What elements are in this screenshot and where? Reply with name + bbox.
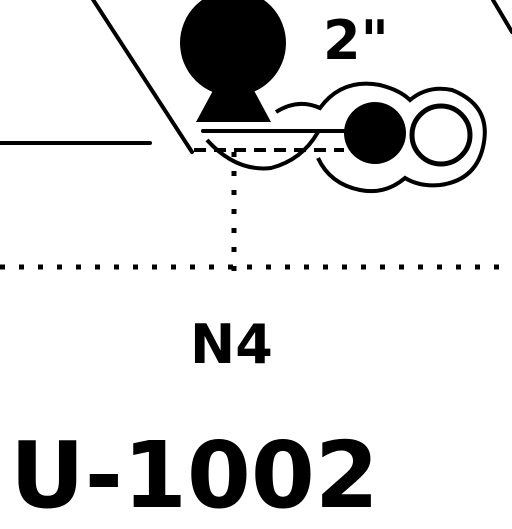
- fixture-bulb-symbol-icon: [180, 0, 318, 168]
- filled-circle: [344, 102, 406, 164]
- fixture-number-label: 2": [323, 14, 389, 68]
- identifier-label: U-1002: [10, 430, 379, 522]
- hollow-circle: [412, 106, 470, 164]
- bulb-head: [180, 0, 286, 96]
- diagonal-line-right: [493, 0, 512, 32]
- node-label: N4: [190, 318, 273, 372]
- fixture-paired-circles-symbol-icon: [276, 84, 485, 191]
- bulb-base: [196, 85, 271, 122]
- diagonal-line-left: [90, 0, 192, 152]
